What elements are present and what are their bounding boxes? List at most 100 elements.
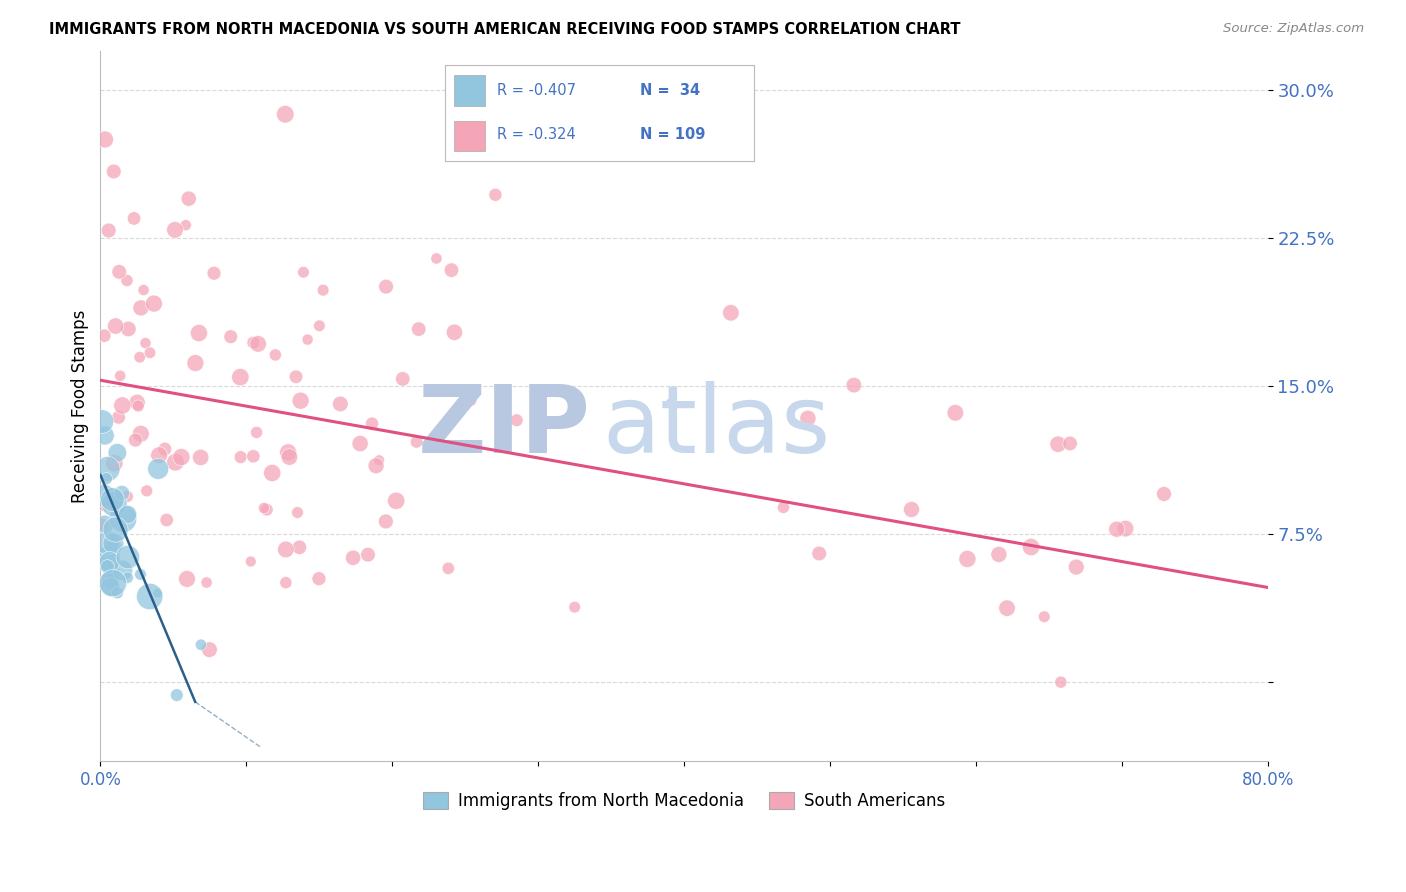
Point bbox=[202, 266, 225, 280]
Point bbox=[96, 559, 118, 574]
Point bbox=[308, 572, 330, 586]
Point bbox=[108, 368, 131, 383]
Point bbox=[105, 446, 128, 460]
Point bbox=[564, 600, 586, 615]
Point bbox=[1114, 522, 1136, 536]
Point bbox=[190, 450, 212, 465]
Point bbox=[93, 328, 115, 343]
Point bbox=[107, 586, 129, 600]
Point bbox=[460, 392, 482, 407]
Point bbox=[256, 502, 278, 516]
Point bbox=[198, 642, 221, 657]
Point bbox=[1064, 560, 1087, 574]
Point bbox=[443, 326, 465, 340]
Point bbox=[484, 187, 506, 202]
Point bbox=[297, 333, 319, 347]
Point bbox=[93, 489, 115, 503]
Point bbox=[219, 329, 242, 343]
Point bbox=[166, 688, 188, 702]
Point bbox=[103, 164, 125, 178]
Point bbox=[772, 500, 794, 515]
Point bbox=[288, 541, 311, 555]
Point bbox=[229, 450, 252, 464]
Point bbox=[122, 211, 145, 226]
Point bbox=[1059, 436, 1081, 450]
Point bbox=[98, 573, 121, 587]
Point bbox=[842, 378, 865, 392]
Point bbox=[111, 512, 134, 526]
Point bbox=[138, 590, 160, 604]
Point bbox=[1033, 609, 1056, 624]
Point bbox=[117, 508, 139, 522]
Point bbox=[720, 306, 742, 320]
Point bbox=[135, 483, 157, 498]
Point bbox=[127, 395, 149, 409]
Point bbox=[247, 337, 270, 351]
Point bbox=[1049, 675, 1071, 690]
Point bbox=[111, 486, 134, 500]
Point bbox=[134, 336, 156, 351]
Point bbox=[1047, 437, 1070, 451]
Point bbox=[156, 513, 179, 527]
Point bbox=[425, 252, 447, 266]
Point bbox=[385, 493, 408, 508]
Point bbox=[96, 472, 118, 486]
Point bbox=[1105, 522, 1128, 536]
Point bbox=[117, 550, 139, 565]
Point bbox=[374, 515, 396, 529]
Point bbox=[117, 571, 139, 585]
Text: IMMIGRANTS FROM NORTH MACEDONIA VS SOUTH AMERICAN RECEIVING FOOD STAMPS CORRELAT: IMMIGRANTS FROM NORTH MACEDONIA VS SOUTH… bbox=[49, 22, 960, 37]
Point bbox=[163, 223, 186, 237]
Text: atlas: atlas bbox=[602, 381, 831, 473]
Point bbox=[253, 501, 276, 516]
Point bbox=[101, 576, 124, 591]
Point bbox=[368, 453, 391, 467]
Point bbox=[103, 539, 125, 553]
Point bbox=[129, 426, 152, 441]
Point bbox=[342, 550, 364, 565]
Point bbox=[129, 301, 152, 315]
Point bbox=[797, 411, 820, 425]
Point bbox=[115, 273, 138, 287]
Point bbox=[148, 448, 170, 462]
Point bbox=[245, 425, 267, 440]
Point bbox=[146, 586, 169, 600]
Point bbox=[117, 490, 139, 504]
Point bbox=[177, 192, 200, 206]
Point bbox=[274, 542, 297, 557]
Point bbox=[148, 462, 170, 476]
Point bbox=[96, 552, 118, 566]
Point bbox=[93, 517, 115, 532]
Point bbox=[90, 517, 112, 532]
Point bbox=[184, 356, 207, 370]
Point bbox=[405, 434, 427, 449]
Point bbox=[956, 552, 979, 566]
Point bbox=[103, 456, 125, 470]
Point bbox=[278, 450, 301, 464]
Point bbox=[190, 638, 212, 652]
Point bbox=[995, 601, 1018, 615]
Point bbox=[408, 322, 430, 336]
Point bbox=[274, 107, 297, 121]
Point bbox=[98, 580, 121, 594]
Point bbox=[93, 498, 115, 512]
Point bbox=[285, 369, 308, 384]
Point bbox=[100, 564, 122, 578]
Point bbox=[659, 396, 682, 410]
Point bbox=[103, 492, 125, 507]
Text: Source: ZipAtlas.com: Source: ZipAtlas.com bbox=[1223, 22, 1364, 36]
Point bbox=[375, 279, 398, 293]
Point bbox=[111, 399, 134, 413]
Point bbox=[170, 450, 193, 464]
Point bbox=[290, 393, 312, 408]
Point bbox=[195, 575, 218, 590]
Point bbox=[98, 555, 121, 569]
Point bbox=[108, 265, 131, 279]
Point bbox=[165, 455, 187, 469]
Point bbox=[292, 265, 315, 279]
Point bbox=[117, 322, 139, 336]
Point bbox=[987, 548, 1010, 562]
Point bbox=[364, 458, 387, 473]
Point bbox=[139, 345, 162, 359]
Point bbox=[391, 372, 413, 386]
